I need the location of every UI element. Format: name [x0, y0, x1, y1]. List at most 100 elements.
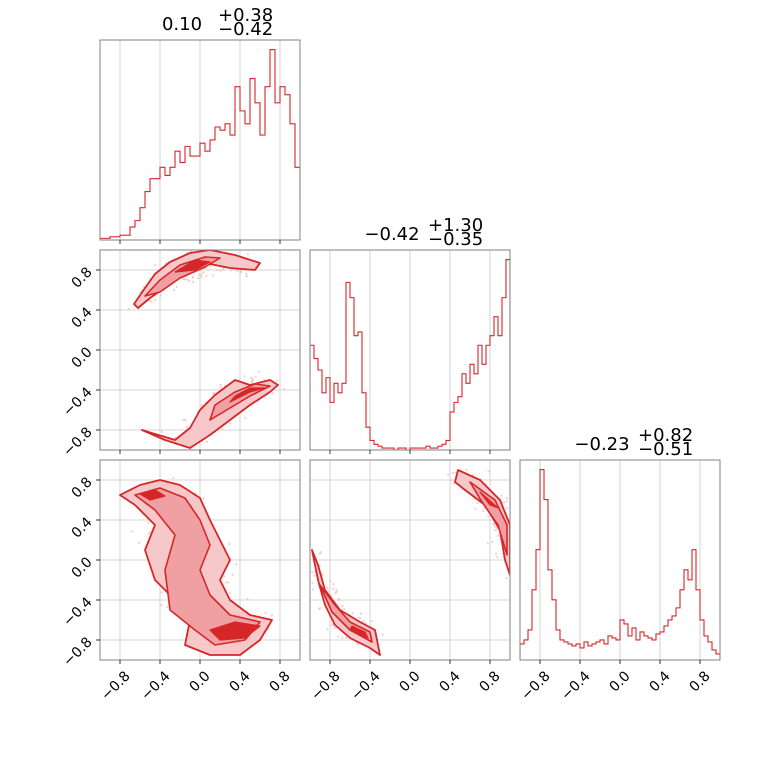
sample-dot	[511, 553, 513, 555]
sample-dot	[514, 546, 516, 548]
y-tick-label: 0.8	[69, 474, 96, 501]
sample-dot	[491, 540, 494, 544]
sample-dot	[228, 542, 231, 546]
sample-dot	[313, 574, 316, 577]
sample-dot	[227, 581, 230, 584]
contour-core	[479, 491, 499, 509]
panel-1-0	[96, 249, 301, 455]
sample-dot	[229, 422, 232, 425]
sample-dot	[351, 612, 354, 615]
sample-dot	[333, 626, 336, 630]
sample-dot	[246, 598, 249, 601]
y-tick-label: −0.4	[60, 384, 95, 419]
param-title-minus-0: −0.42	[218, 19, 273, 40]
param-title-plus-2: +0.82	[638, 425, 693, 446]
contour-core	[174, 259, 211, 273]
sample-dot	[209, 265, 212, 268]
x-tick-label: 0.8	[477, 668, 504, 695]
sample-dot	[215, 268, 219, 272]
sample-dot	[311, 581, 314, 585]
sample-dot	[326, 628, 329, 631]
sample-dot	[250, 381, 253, 384]
y-tick-label: 0.4	[69, 514, 96, 541]
sample-dot	[175, 285, 178, 289]
sample-dot	[359, 612, 363, 615]
sample-dot	[319, 606, 322, 610]
sample-dot	[258, 370, 261, 373]
sample-dot	[240, 270, 243, 273]
param-title-2: −0.23	[574, 434, 629, 455]
sample-dot	[197, 273, 201, 276]
panel-0-0	[99, 39, 301, 244]
sample-dot	[180, 453, 182, 455]
sample-dot	[381, 633, 385, 636]
sample-dot	[341, 636, 344, 639]
sample-dot	[172, 476, 175, 479]
panel-2-0	[96, 459, 301, 664]
sample-dot	[245, 272, 248, 275]
sample-dot	[332, 582, 335, 586]
sample-dot	[172, 288, 175, 292]
sample-dot	[153, 264, 157, 267]
histogram-param-1	[310, 258, 510, 450]
sample-dot	[494, 525, 497, 528]
sample-dot	[454, 471, 457, 474]
sample-dot	[514, 528, 516, 530]
contour-outer	[454, 469, 510, 576]
sample-dot	[513, 516, 515, 518]
sample-dot	[219, 269, 222, 272]
sample-dot	[186, 278, 189, 281]
sample-dot	[476, 501, 479, 504]
sample-dot	[465, 468, 468, 471]
param-title-plus-1: +1.30	[428, 215, 483, 236]
sample-dot	[357, 616, 360, 620]
sample-dot	[359, 616, 362, 620]
panel-1-1	[309, 249, 511, 454]
histogram-param-0	[100, 48, 300, 240]
sample-dot	[450, 479, 453, 482]
sample-dot	[199, 273, 203, 276]
sample-dot	[245, 274, 248, 278]
sample-dot	[182, 419, 185, 422]
sample-dot	[200, 275, 203, 279]
sample-dot	[307, 547, 309, 549]
sample-dot	[243, 375, 246, 378]
sample-dot	[513, 527, 515, 529]
sample-dot	[212, 392, 215, 395]
histogram-param-2	[520, 468, 720, 660]
sample-dot	[154, 298, 157, 302]
contour-mid	[469, 481, 508, 556]
panel-body	[520, 468, 720, 660]
sample-dot	[150, 300, 153, 303]
sample-dot	[187, 279, 191, 282]
y-tick-label: −0.8	[60, 634, 95, 669]
sample-dot	[270, 614, 274, 617]
sample-dot	[173, 436, 176, 440]
sample-dot	[318, 552, 322, 555]
sample-dot	[311, 588, 314, 591]
sample-dot	[494, 529, 497, 532]
contour-core	[349, 625, 369, 639]
sample-dot	[332, 587, 335, 590]
param-title-plus-0: +0.38	[218, 5, 273, 26]
panel-body	[119, 476, 274, 656]
sample-dot	[334, 592, 337, 595]
sample-dot	[327, 590, 330, 593]
sample-dot	[183, 278, 187, 281]
sample-dot	[496, 534, 499, 537]
sample-dot	[191, 280, 195, 283]
sample-dot	[494, 552, 498, 555]
x-tick-label: 0.0	[187, 668, 214, 695]
grid-1-1	[329, 250, 491, 450]
sample-dot	[148, 530, 151, 534]
sample-dot	[205, 440, 209, 443]
param-title-minus-2: −0.51	[638, 439, 693, 460]
sample-dot	[271, 392, 274, 395]
panel-body	[100, 48, 300, 240]
x-tick-label: 0.4	[227, 668, 254, 695]
sample-dot	[147, 521, 150, 524]
contour-mid	[134, 487, 261, 646]
x-tick-label: −0.8	[518, 668, 553, 703]
sample-dot	[330, 623, 334, 626]
